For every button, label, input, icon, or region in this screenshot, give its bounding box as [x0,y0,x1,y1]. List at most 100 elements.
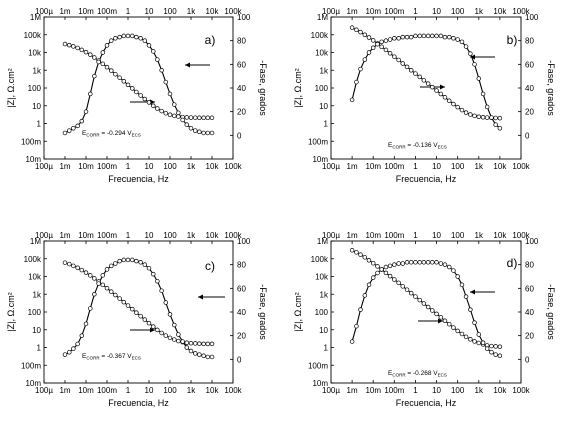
x-tick-label: 10 [145,162,154,171]
x-tick-label: 100 [163,386,177,395]
phase-point [205,130,211,136]
impedance-point [493,115,498,121]
panel-3: 100µ100µ1m1m10m10m100m100m1110101001001k… [6,231,268,408]
phase-point [366,50,372,55]
phase-point [455,37,460,42]
y-tick-label-right: 20 [525,332,534,341]
impedance-point [197,341,202,346]
impedance-point [83,270,89,275]
phase-point [67,349,72,355]
phase-point [354,79,359,85]
panel-label: d) [507,256,518,270]
impedance-point [383,270,389,276]
phase-point [425,33,431,39]
y-axis-label-right: -Fase, grados [546,60,556,116]
impedance-point [366,35,372,40]
phase-point [155,57,160,62]
y-tick-label-right: 0 [525,131,530,140]
phase-point [434,33,439,39]
impedance-fit-line [64,262,212,345]
phase-point [375,41,380,47]
impedance-point [438,315,444,320]
phase-point [209,130,215,136]
phase-point [349,339,355,344]
impedance-point [438,91,444,97]
phase-point [358,66,363,72]
x-tick-label: 10k [206,162,220,171]
ecorr-annotation: ECORR = -0.294 VECS [82,130,141,138]
impedance-point [370,260,376,266]
phase-point [447,34,452,40]
x-tick-label: 1 [126,162,131,171]
impedance-point [146,320,152,326]
phase-point [370,275,376,280]
phase-point [447,264,452,270]
phase-point [104,267,110,272]
impedance-point [176,114,181,119]
x-tick-label: 100 [451,386,465,395]
phase-point [180,339,185,344]
phase-point [379,39,384,45]
y-tick-label: 1 [37,120,42,129]
x-tick-label-top: 100k [512,231,530,240]
phase-point [138,36,143,41]
impedance-point [396,280,401,286]
y-tick-label: 10m [25,155,41,164]
impedance-point [451,325,456,330]
y-tick-label-right: 0 [237,131,242,140]
phase-point [205,354,211,360]
impedance-point [459,107,465,113]
panel-2: 100µ100µ1m1m10m10m100m100m1110101001001k… [293,7,556,184]
x-tick-label-top: 1m [347,7,358,16]
phase-point [396,261,401,266]
impedance-point [472,113,477,119]
impedance-point [62,41,68,47]
y-tick-label-right: 80 [237,261,246,270]
x-tick-label-top: 1k [187,231,196,240]
impedance-point [366,258,372,263]
impedance-point [71,44,76,49]
impedance-point [472,339,477,344]
impedance-point [92,276,97,281]
impedance-point [362,255,368,260]
impedance-point [205,115,211,121]
phase-point [96,59,101,65]
y-tick-label: 1k [320,66,329,75]
x-tick-label: 100k [512,162,530,171]
y-tick-label: 1k [33,290,42,299]
impedance-point [417,74,423,80]
y-tick-label: 1 [37,344,42,353]
impedance-point [497,115,503,121]
phase-point [451,36,456,41]
y-tick-label: 10m [312,379,328,388]
phase-point [370,45,376,51]
phase-point [362,293,368,298]
impedance-point [468,112,473,117]
x-tick-label: 10k [206,386,220,395]
phase-point [125,257,131,263]
x-tick-label-top: 10k [493,231,507,240]
phase-point [83,321,89,327]
y-tick-label-right: 60 [525,60,534,69]
impedance-point [396,57,401,63]
impedance-point [468,337,473,342]
phase-point [201,353,206,359]
impedance-point [88,273,93,278]
y-tick-label: 1 [324,120,329,129]
x-tick-label: 100µ [322,386,340,395]
x-tick-label-top: 100 [451,7,465,16]
phase-point [197,129,202,135]
ecorr-annotation: ECORR = -0.268 VECS [388,370,447,378]
x-tick-label-top: 1 [413,7,418,16]
x-tick-label: 10m [365,386,381,395]
phase-point [404,260,410,265]
impedance-point [172,113,177,119]
impedance-point [476,114,482,120]
impedance-point [205,341,211,347]
phase-point [468,307,473,312]
phase-point [201,130,206,136]
y-tick-label-right: 60 [237,284,246,293]
x-tick-label-top: 100 [163,231,177,240]
phase-point [75,123,80,129]
y-tick-label: 100 [315,84,329,93]
